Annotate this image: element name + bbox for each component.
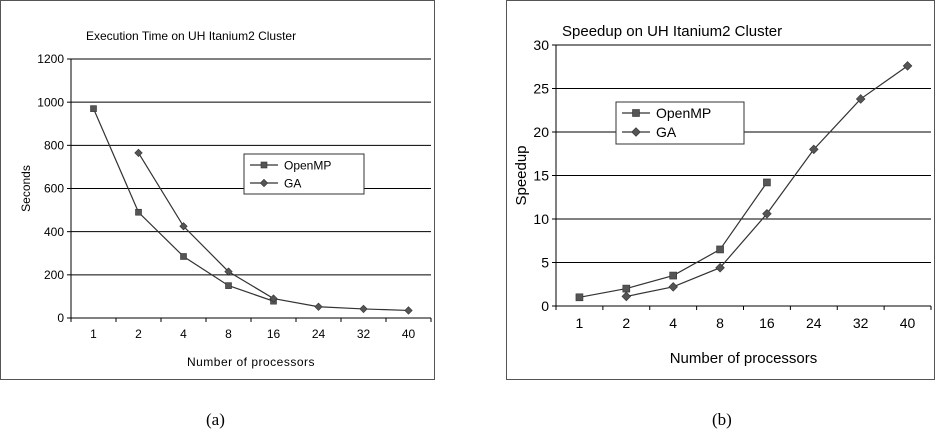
y-tick-label: 800 (44, 139, 64, 153)
x-axis-label: Number of processors (670, 350, 818, 367)
y-tick-label: 0 (57, 311, 64, 325)
legend (615, 101, 745, 145)
caption-b: (b) (712, 410, 732, 429)
x-tick-label: 24 (312, 327, 326, 341)
y-axis-label: Seconds (19, 165, 33, 212)
chart-title: Execution Time on UH Itanium2 Cluster (86, 29, 296, 43)
x-tick-label: 16 (759, 315, 775, 331)
chart-frame (0, 0, 435, 380)
x-tick-label: 24 (806, 315, 822, 331)
data-point-openmp (180, 253, 187, 260)
caption-a: (a) (206, 410, 225, 429)
y-tick-label: 5 (541, 254, 549, 270)
data-point-ga (715, 262, 725, 273)
data-point-ga (902, 61, 913, 71)
y-tick-label: 1200 (37, 52, 64, 66)
legend-marker-openmp (260, 161, 268, 169)
x-tick-label: 1 (576, 315, 584, 331)
data-point-ga (621, 291, 632, 302)
data-point-openmp (716, 245, 724, 254)
data-point-ga (134, 148, 143, 158)
x-tick-label: 40 (402, 327, 416, 341)
x-tick-label: 1 (90, 327, 97, 341)
speedup-chart-panel: Speedup on UH Itanium2 Cluster 0 5 10 15 20 25… (506, 0, 935, 380)
data-point-openmp (763, 178, 771, 187)
speedup-chart: Speedup on UH Itanium2 Cluster 0 5 10 15 20 25… (506, 0, 935, 380)
legend-marker-openmp (632, 109, 640, 117)
y-tick-label: 10 (533, 211, 549, 227)
legend-label-ga: GA (656, 124, 677, 140)
data-point-openmp (90, 105, 97, 112)
data-point-openmp (669, 271, 677, 280)
data-point-ga (404, 306, 413, 315)
data-point-ga (179, 222, 188, 231)
legend-marker-ga (259, 178, 269, 188)
y-axis-label: Speedup (513, 145, 530, 205)
data-point-ga (314, 302, 323, 311)
data-point-ga (809, 144, 819, 155)
y-tick-label: 1000 (37, 95, 64, 109)
data-point-ga (762, 209, 772, 219)
x-tick-label: 16 (267, 327, 281, 341)
x-tick-label: 8 (716, 315, 724, 331)
chart-title: Speedup on UH Itanium2 Cluster (562, 23, 782, 40)
data-point-openmp (225, 282, 232, 289)
x-tick-label: 2 (135, 327, 142, 341)
y-tick-label: 30 (533, 37, 549, 53)
legend-label-openmp: OpenMP (656, 105, 711, 121)
legend (243, 153, 365, 195)
data-point-ga (359, 304, 368, 314)
data-point-openmp (622, 284, 631, 293)
x-tick-label: 4 (180, 327, 187, 341)
data-point-openmp (575, 293, 584, 302)
series-line-openmp (92, 108, 274, 302)
x-tick-label: 8 (225, 327, 232, 341)
x-tick-label: 40 (900, 315, 916, 331)
data-point-ga (224, 267, 233, 276)
x-tick-label: 32 (853, 315, 869, 331)
y-tick-label: 25 (533, 80, 549, 96)
y-tick-label: 15 (533, 167, 549, 183)
y-tick-label: 20 (533, 124, 549, 140)
execution-time-chart: Execution Time on UH Itanium2 Cluster 0 20… (0, 0, 435, 380)
y-tick-label: 600 (44, 182, 64, 196)
legend-label-openmp: OpenMP (284, 158, 331, 172)
y-tick-label: 200 (44, 268, 64, 282)
legend-marker-ga (631, 127, 641, 137)
legend-label-ga: GA (284, 176, 301, 190)
data-point-ga (269, 294, 278, 303)
data-point-ga (668, 282, 678, 292)
x-axis-label: Number of processors (187, 355, 315, 369)
x-tick-label: 4 (669, 315, 677, 331)
y-tick-label: 0 (541, 298, 549, 314)
x-tick-label: 32 (357, 327, 371, 341)
data-point-ga (855, 94, 866, 104)
x-tick-label: 2 (622, 315, 630, 331)
y-tick-label: 400 (44, 225, 64, 239)
execution-time-chart-panel: Execution Time on UH Itanium2 Cluster 0 20… (0, 0, 435, 380)
data-point-openmp (135, 208, 142, 216)
series-line-openmp (579, 182, 768, 298)
